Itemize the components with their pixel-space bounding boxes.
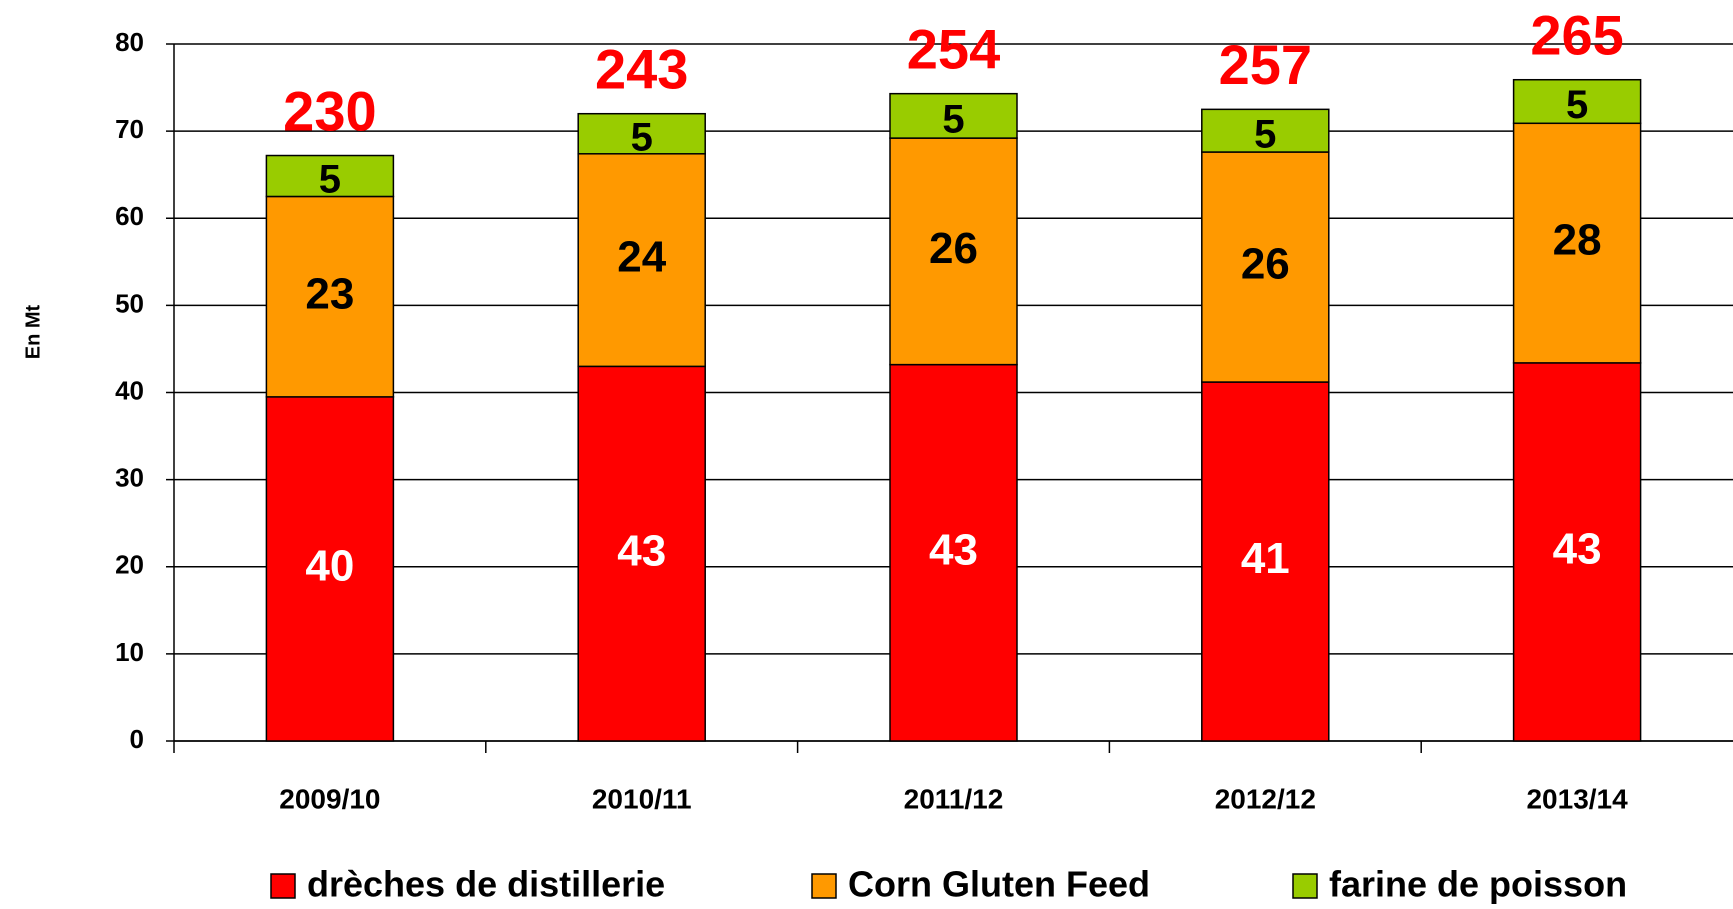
bar-segment [889,92,1018,139]
total-label: 254 [907,17,1000,80]
legend-label: Corn Gluten Feed [848,864,1150,905]
legend-label: farine de poisson [1329,864,1627,905]
total-label: 257 [1219,33,1312,96]
value-label: 26 [1241,240,1290,289]
value-label: 28 [1553,216,1602,265]
y-tick-label: 20 [115,550,144,580]
legend-swatch [811,873,837,899]
y-tick-label: 50 [115,288,144,318]
x-tick-label: 2013/14 [1526,783,1628,814]
value-label: 23 [305,269,354,318]
x-tick-label: 2010/11 [592,783,692,814]
bar-segment [265,154,395,198]
y-tick-label: 30 [115,463,144,493]
y-tick-label: 10 [115,637,144,667]
bar-segment [265,195,395,398]
y-tick-label: 60 [115,201,144,231]
value-label: 43 [617,526,666,575]
value-label: 43 [1553,525,1602,574]
y-tick-label: 70 [115,114,144,144]
value-label: 5 [1254,112,1276,156]
bar-segment [577,112,706,155]
value-label: 26 [929,224,978,273]
bar-segment [577,153,706,368]
y-tick-label: 0 [130,724,144,754]
value-label: 5 [942,97,964,141]
bar-segment [1201,151,1330,383]
value-label: 24 [617,233,666,282]
bar-segment [889,363,1018,742]
legend-swatch [270,873,296,899]
x-tick-label: 2012/12 [1215,783,1316,814]
bar-segment [1512,362,1642,742]
value-label: 43 [929,525,978,574]
total-label: 230 [283,79,376,142]
total-label: 243 [595,37,688,100]
legend-label: drèches de distillerie [307,864,665,905]
value-label: 5 [631,115,653,159]
x-tick-label: 2009/10 [279,783,380,814]
y-tick-label: 80 [115,27,144,57]
value-label: 40 [305,542,354,591]
value-label: 5 [319,158,341,202]
legend-swatch [1292,873,1318,899]
total-label: 265 [1530,4,1623,67]
bar-segment [1201,108,1330,153]
value-label: 5 [1566,83,1588,127]
bar-segment [1512,78,1642,125]
bar-segment [889,137,1018,366]
bar-segment [577,365,706,742]
value-label: 41 [1241,534,1290,583]
y-axis-label: En Mt [22,304,44,359]
y-tick-label: 40 [115,375,144,405]
x-tick-label: 2011/12 [904,783,1004,814]
bar-segment [1201,381,1330,742]
bar-segment [1512,122,1642,364]
